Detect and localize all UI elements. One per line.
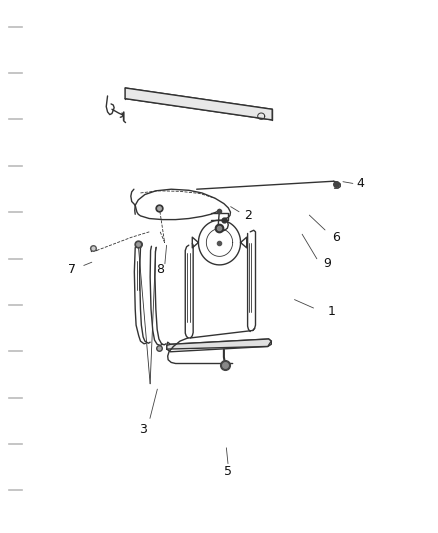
Text: 8: 8 [156,263,164,276]
Text: 3: 3 [138,423,146,435]
Text: 7: 7 [68,263,76,276]
Text: 9: 9 [322,257,330,270]
Text: 4: 4 [355,177,363,190]
Text: 1: 1 [327,305,335,318]
Text: 6: 6 [331,231,339,244]
Polygon shape [166,339,271,349]
Text: 5: 5 [224,465,232,478]
Text: 2: 2 [244,209,251,222]
Polygon shape [125,88,272,120]
